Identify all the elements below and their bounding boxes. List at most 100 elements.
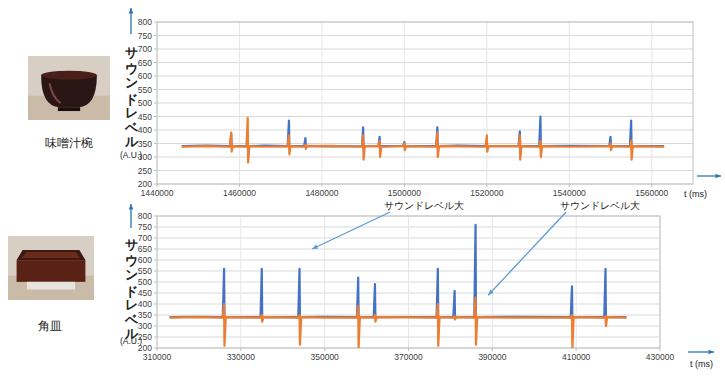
y-grid-line (157, 130, 693, 131)
chart: 角皿20025030035040045050055060065070075080… (8, 200, 714, 369)
y-tick-label: 550 (138, 266, 152, 276)
y-grid-line (157, 76, 693, 77)
y-axis-unit: (A.U.) (120, 336, 142, 346)
y-tick-label: 600 (138, 71, 152, 81)
x-axis-arrow-head (708, 350, 714, 355)
y-tick-label: 450 (138, 288, 152, 298)
y-axis-arrow-head (129, 8, 134, 14)
y-tick-label: 800 (138, 17, 152, 27)
y-tick-label: 400 (138, 299, 152, 309)
annotation-arrow-head (312, 245, 318, 249)
y-axis-label: サウンドレベル (122, 38, 140, 143)
x-grid-line (651, 22, 652, 184)
dish-stand (27, 282, 75, 290)
grid (154, 22, 693, 187)
x-grid-line (408, 216, 409, 348)
chart-canvas: 味噌汁椀200250300350400450500550600650700750… (0, 0, 725, 376)
chart-title: 角皿 (38, 319, 62, 333)
x-grid-line (324, 216, 325, 348)
photo-background (28, 56, 110, 120)
bowl-foot (58, 107, 80, 111)
x-tick-label: 310000 (143, 352, 172, 362)
annotation-arrow (488, 212, 566, 295)
x-tick-label: 1560000 (635, 188, 668, 198)
photo-background (8, 236, 94, 300)
y-grid-line (157, 143, 693, 144)
page: {"chart_data": [ {"type": "line", "title… (0, 0, 725, 376)
y-tick-label: 700 (138, 233, 152, 243)
x-tick-label: 1540000 (553, 188, 586, 198)
bowl-body (41, 75, 97, 107)
x-tick-label: 370000 (394, 352, 423, 362)
y-axis-arrow-head (129, 204, 134, 210)
y-tick-label: 500 (138, 98, 152, 108)
x-axis-label: t (ms) (684, 189, 707, 199)
y-grid-line (157, 49, 693, 50)
x-grid-line (404, 22, 405, 184)
y-grid-line (157, 116, 693, 117)
plot-data (182, 117, 664, 163)
series-line (182, 118, 664, 163)
y-tick-label: 800 (138, 211, 152, 221)
y-tick-label: 700 (138, 44, 152, 54)
series-line (170, 225, 627, 320)
y-grid-line (157, 35, 693, 36)
y-tick-label: 600 (138, 255, 152, 265)
y-tick-label: 750 (138, 31, 152, 41)
y-tick-label: 650 (138, 244, 152, 254)
y-tick-label: 350 (138, 139, 152, 149)
y-tick-label: 550 (138, 85, 152, 95)
x-tick-label: 410000 (562, 352, 591, 362)
x-tick-label: 1480000 (305, 188, 338, 198)
x-grid-line (492, 216, 493, 348)
x-grid-line (239, 22, 240, 184)
y-tick-label: 350 (138, 310, 152, 320)
y-tick-label: 250 (138, 166, 152, 176)
bowl-rim (41, 71, 97, 80)
x-grid-line (576, 216, 577, 348)
plot-data (170, 225, 627, 348)
y-tick-label: 750 (138, 222, 152, 232)
y-axis-unit: (A.U.) (120, 150, 142, 160)
x-tick-label: 390000 (478, 352, 507, 362)
x-grid-line (321, 22, 322, 184)
y-tick-label: 500 (138, 277, 152, 287)
dish-inside (22, 252, 81, 258)
plot-frame (157, 22, 693, 184)
annotation-arrow-head (488, 290, 493, 296)
y-grid-line (157, 170, 693, 171)
y-axis-label: サウンドレベル (122, 230, 140, 335)
x-tick-label: 1460000 (223, 188, 256, 198)
y-tick-label: 450 (138, 112, 152, 122)
x-axis-arrow-head (715, 174, 721, 179)
x-tick-label: 350000 (310, 352, 339, 362)
annotation-arrow (312, 212, 390, 249)
x-grid-line (486, 22, 487, 184)
chart-title: 味噌汁椀 (45, 136, 93, 150)
series-line (170, 297, 627, 348)
y-grid-line (157, 89, 693, 90)
x-tick-label: 330000 (227, 352, 256, 362)
series-line (182, 117, 664, 149)
photo (28, 56, 110, 120)
dish-top (17, 250, 86, 260)
y-tick-label: 400 (138, 125, 152, 135)
y-grid-line (157, 157, 693, 158)
annotation-text: サウンドレベル大 (384, 200, 464, 211)
bowl-highlight (49, 83, 60, 103)
grid (154, 216, 660, 351)
photo (8, 236, 94, 300)
y-tick-label: 650 (138, 58, 152, 68)
x-tick-label: 1520000 (470, 188, 503, 198)
y-grid-line (157, 103, 693, 104)
plot-frame (157, 216, 660, 348)
x-tick-label: 1440000 (140, 188, 173, 198)
x-grid-line (569, 22, 570, 184)
dish-side (17, 260, 86, 282)
annotation-text: サウンドレベル大 (560, 200, 640, 211)
y-grid-line (157, 62, 693, 63)
x-axis-label: t (ms) (690, 359, 713, 369)
chart: 味噌汁椀200250300350400450500550600650700750… (28, 8, 721, 199)
y-tick-label: 300 (138, 321, 152, 331)
x-tick-label: 1500000 (388, 188, 421, 198)
